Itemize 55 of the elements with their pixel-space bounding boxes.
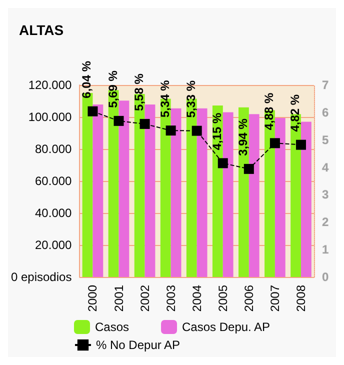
point xyxy=(114,116,124,126)
data-label: 4,82 % xyxy=(288,94,302,132)
data-label: 5,58 % xyxy=(132,73,146,111)
bar xyxy=(118,100,130,277)
legend-label: Casos Depu. AP xyxy=(182,320,270,334)
data-label: 5,34 % xyxy=(158,80,172,118)
bar xyxy=(92,104,104,277)
bar xyxy=(144,104,156,277)
y-tick-label: 60.000 xyxy=(35,174,72,188)
y2-tick-label: 5 xyxy=(322,132,329,147)
point xyxy=(166,126,176,136)
y2-tick-label: 0 xyxy=(322,270,329,284)
data-label: 5,33 % xyxy=(184,80,198,118)
x-tick-label: 2006 xyxy=(242,284,256,312)
y2-tick-label: 4 xyxy=(322,160,329,174)
point xyxy=(140,118,150,129)
y2-tick-label: 2 xyxy=(322,215,329,230)
x-tick-label: 2004 xyxy=(190,284,204,312)
bar xyxy=(170,108,182,277)
bar xyxy=(274,118,286,277)
data-label: 4,15 % xyxy=(210,112,224,150)
y2-tick-label: 3 xyxy=(322,188,329,202)
point xyxy=(244,164,254,174)
x-tick-label: 2000 xyxy=(86,284,100,312)
x-tick-label: 2007 xyxy=(268,284,282,312)
legend-label: Casos xyxy=(95,320,130,334)
point xyxy=(192,126,202,136)
x-tick-label: 2008 xyxy=(294,284,308,312)
y2-tick-label: 1 xyxy=(322,242,329,257)
data-label: 3,94 % xyxy=(236,118,250,156)
data-label: 4,88 % xyxy=(262,92,276,130)
y2-tick-label: 6 xyxy=(322,105,329,120)
x-tick-label: 2005 xyxy=(216,284,230,312)
bar xyxy=(196,108,208,277)
chart-title: ALTAS xyxy=(19,22,64,38)
y-tick-label: 120.000 xyxy=(28,78,72,92)
bar xyxy=(248,114,260,277)
data-label: 5,69 % xyxy=(106,70,120,108)
x-tick-label: 2003 xyxy=(164,284,178,312)
point xyxy=(218,158,228,168)
bar xyxy=(222,112,234,277)
y-tick-label: 80.000 xyxy=(35,142,72,156)
y-tick-label: 20.000 xyxy=(35,238,72,252)
y-tick-label: 0 episodios xyxy=(10,270,72,284)
bar xyxy=(300,122,312,277)
y-tick-label: 100.000 xyxy=(28,110,72,124)
y2-tick-label: 7 xyxy=(322,78,329,92)
point xyxy=(88,106,98,116)
point xyxy=(270,138,280,148)
point xyxy=(296,140,306,150)
data-label: 6,04 % xyxy=(80,60,94,98)
x-tick-label: 2002 xyxy=(138,284,152,312)
x-tick-label: 2001 xyxy=(112,284,126,312)
legend-label: % No Depur AP xyxy=(96,338,180,352)
y-tick-label: 40.000 xyxy=(35,206,72,220)
